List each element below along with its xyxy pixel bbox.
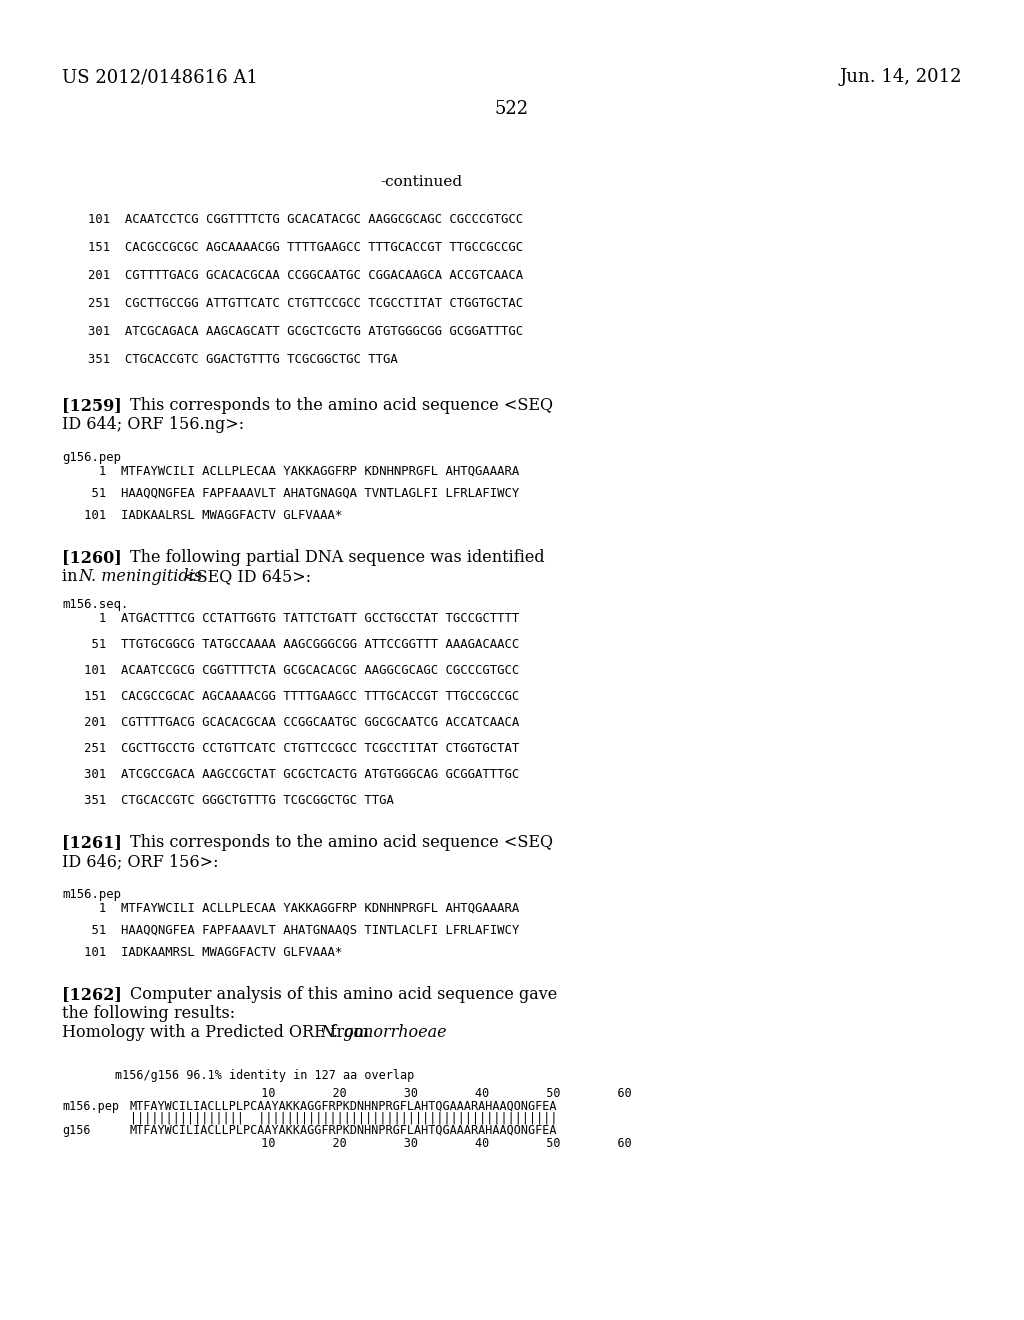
Text: 201  CGTTTTGACG GCACACGCAA CCGGCAATGC GGCGCAATCG ACCATCAACA: 201 CGTTTTGACG GCACACGCAA CCGGCAATGC GGC…	[62, 715, 519, 729]
Text: This corresponds to the amino acid sequence <SEQ: This corresponds to the amino acid seque…	[130, 397, 553, 414]
Text: 151  CACGCCGCAC AGCAAAACGG TTTTGAAGCC TTTGCACCGT TTGCCGCCGC: 151 CACGCCGCAC AGCAAAACGG TTTTGAAGCC TTT…	[62, 690, 519, 704]
Text: [1259]: [1259]	[62, 397, 122, 414]
Text: 351  CTGCACCGTC GGGCTGTTTG TCGCGGCTGC TTGA: 351 CTGCACCGTC GGGCTGTTTG TCGCGGCTGC TTG…	[62, 795, 394, 807]
Text: 10        20        30        40        50        60: 10 20 30 40 50 60	[190, 1086, 632, 1100]
Text: 1  ATGACTTTCG CCTATTGGTG TATTCTGATT GCCTGCCTAT TGCCGCTTTT: 1 ATGACTTTCG CCTATTGGTG TATTCTGATT GCCTG…	[62, 612, 519, 624]
Text: <SEQ ID 645>:: <SEQ ID 645>:	[178, 568, 311, 585]
Text: US 2012/0148616 A1: US 2012/0148616 A1	[62, 69, 258, 86]
Text: 522: 522	[495, 100, 529, 117]
Text: 101  ACAATCCTCG CGGTTTTCTG GCACATACGC AAGGCGCAGC CGCCCGTGCC: 101 ACAATCCTCG CGGTTTTCTG GCACATACGC AAG…	[88, 213, 523, 226]
Text: the following results:: the following results:	[62, 1005, 236, 1022]
Text: 101  IADKAAMRSL MWAGGFACTV GLFVAAA*: 101 IADKAAMRSL MWAGGFACTV GLFVAAA*	[62, 946, 342, 960]
Text: g156: g156	[62, 1125, 90, 1137]
Text: [1260]: [1260]	[62, 549, 122, 566]
Text: N. gonorrhoeae: N. gonorrhoeae	[319, 1024, 446, 1041]
Text: The following partial DNA sequence was identified: The following partial DNA sequence was i…	[130, 549, 545, 566]
Text: 10        20        30        40        50        60: 10 20 30 40 50 60	[190, 1137, 632, 1150]
Text: g156.pep: g156.pep	[62, 451, 121, 465]
Text: [1261]: [1261]	[62, 834, 122, 851]
Text: Homology with a Predicted ORF from: Homology with a Predicted ORF from	[62, 1024, 374, 1041]
Text: in: in	[62, 568, 83, 585]
Text: 101  ACAATCCGCG CGGTTTTCTA GCGCACACGC AAGGCGCAGC CGCCCGTGCC: 101 ACAATCCGCG CGGTTTTCTA GCGCACACGC AAG…	[62, 664, 519, 677]
Text: Computer analysis of this amino acid sequence gave: Computer analysis of this amino acid seq…	[130, 986, 557, 1003]
Text: ID 644; ORF 156.ng>:: ID 644; ORF 156.ng>:	[62, 416, 244, 433]
Text: [1262]: [1262]	[62, 986, 122, 1003]
Text: m156.seq.: m156.seq.	[62, 598, 128, 611]
Text: 51  HAAQQNGFEA FAPFAAAVLT AHATGNAGQA TVNTLAGLFI LFRLAFIWCY: 51 HAAQQNGFEA FAPFAAAVLT AHATGNAGQA TVNT…	[62, 487, 519, 500]
Text: 301  ATCGCAGACA AAGCAGCATT GCGCTCGCTG ATGTGGGCGG GCGGATTTGC: 301 ATCGCAGACA AAGCAGCATT GCGCTCGCTG ATG…	[88, 325, 523, 338]
Text: 301  ATCGCCGACA AAGCCGCTAT GCGCTCACTG ATGTGGGCAG GCGGATTTGC: 301 ATCGCCGACA AAGCCGCTAT GCGCTCACTG ATG…	[62, 768, 519, 781]
Text: 251  CGCTTGCCGG ATTGTTCATC CTGTTCCGCC TCGCCTITAT CTGGTGCTAC: 251 CGCTTGCCGG ATTGTTCATC CTGTTCCGCC TCG…	[88, 297, 523, 310]
Text: 51  HAAQQNGFEA FAPFAAAVLT AHATGNAAQS TINTLACLFI LFRLAFIWCY: 51 HAAQQNGFEA FAPFAAAVLT AHATGNAAQS TINT…	[62, 924, 519, 937]
Text: m156/g156 96.1% identity in 127 aa overlap: m156/g156 96.1% identity in 127 aa overl…	[115, 1069, 415, 1082]
Text: 101  IADKAALRSL MWAGGFACTV GLFVAAA*: 101 IADKAALRSL MWAGGFACTV GLFVAAA*	[62, 510, 342, 521]
Text: 151  CACGCCGCGC AGCAAAACGG TTTTGAAGCC TTTGCACCGT TTGCCGCCGC: 151 CACGCCGCGC AGCAAAACGG TTTTGAAGCC TTT…	[88, 242, 523, 253]
Text: MTFAYWCILIACLLPLPCAAYAKKAGGFRPKDNHNPRGFLAHTQGAAARAHAAQONGFEA: MTFAYWCILIACLLPLPCAAYAKKAGGFRPKDNHNPRGFL…	[130, 1100, 557, 1113]
Text: 1  MTFAYWCILI ACLLPLECAA YAKKAGGFRP KDNHNPRGFL AHTQGAAARA: 1 MTFAYWCILI ACLLPLECAA YAKKAGGFRP KDNHN…	[62, 465, 519, 478]
Text: Jun. 14, 2012: Jun. 14, 2012	[840, 69, 962, 86]
Text: m156.pep: m156.pep	[62, 1100, 119, 1113]
Text: 351  CTGCACCGTC GGACTGTTTG TCGCGGCTGC TTGA: 351 CTGCACCGTC GGACTGTTTG TCGCGGCTGC TTG…	[88, 352, 397, 366]
Text: 201  CGTTTTGACG GCACACGCAA CCGGCAATGC CGGACAAGCA ACCGTCAACA: 201 CGTTTTGACG GCACACGCAA CCGGCAATGC CGG…	[88, 269, 523, 282]
Text: ID 646; ORF 156>:: ID 646; ORF 156>:	[62, 853, 218, 870]
Text: -continued: -continued	[380, 176, 462, 189]
Text: m156.pep: m156.pep	[62, 888, 121, 902]
Text: 1  MTFAYWCILI ACLLPLECAA YAKKAGGFRP KDNHNPRGFL AHTQGAAARA: 1 MTFAYWCILI ACLLPLECAA YAKKAGGFRP KDNHN…	[62, 902, 519, 915]
Text: MTFAYWCILIACLLPLPCAAYAKKAGGFRPKDNHNPRGFLAHTQGAAARAHAAQONGFEA: MTFAYWCILIACLLPLPCAAYAKKAGGFRPKDNHNPRGFL…	[130, 1125, 557, 1137]
Text: 51  TTGTGCGGCG TATGCCAAAA AAGCGGGCGG ATTCCGGTTT AAAGACAACC: 51 TTGTGCGGCG TATGCCAAAA AAGCGGGCGG ATTC…	[62, 638, 519, 651]
Text: This corresponds to the amino acid sequence <SEQ: This corresponds to the amino acid seque…	[130, 834, 553, 851]
Text: 251  CGCTTGCCTG CCTGTTCATC CTGTTCCGCC TCGCCTITAT CTGGTGCTAT: 251 CGCTTGCCTG CCTGTTCATC CTGTTCCGCC TCG…	[62, 742, 519, 755]
Text: ||||||||||||||||  ||||||||||||||||||||||||||||||||||||||||||: |||||||||||||||| |||||||||||||||||||||||…	[130, 1111, 557, 1125]
Text: N. meningitidis: N. meningitidis	[78, 568, 202, 585]
